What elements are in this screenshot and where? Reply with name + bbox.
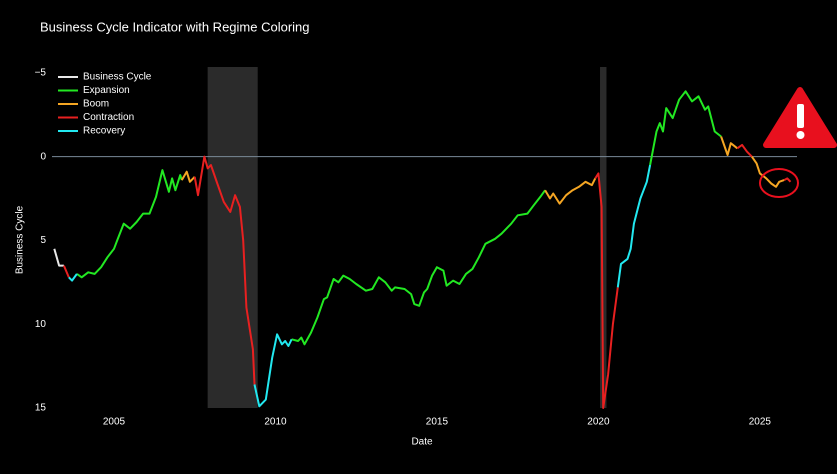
y-tick-label: 10 bbox=[35, 319, 47, 330]
series-line bbox=[53, 248, 64, 267]
warning-bar bbox=[797, 104, 804, 128]
y-tick-label: 0 bbox=[40, 151, 46, 162]
y-tick-label: 15 bbox=[35, 403, 47, 414]
shaded-region bbox=[600, 67, 607, 408]
x-axis-label: Date bbox=[411, 437, 433, 448]
legend-label: Recovery bbox=[83, 126, 125, 137]
warning-dot bbox=[796, 131, 805, 139]
legend-label: Expansion bbox=[83, 85, 130, 96]
legend-label: Contraction bbox=[83, 112, 134, 123]
x-tick-label: 2025 bbox=[749, 417, 772, 428]
x-tick-label: 2020 bbox=[587, 417, 610, 428]
series-line bbox=[68, 164, 652, 408]
legend-label: Business Cycle bbox=[83, 72, 152, 83]
legend-label: Boom bbox=[83, 99, 109, 110]
highlight-circle bbox=[759, 168, 799, 198]
chart-title: Business Cycle Indicator with Regime Col… bbox=[40, 19, 310, 34]
y-axis-label: Business Cycle bbox=[15, 205, 26, 274]
series-line bbox=[76, 90, 722, 346]
y-tick-label: −5 bbox=[35, 68, 47, 79]
warning-annotation bbox=[759, 87, 837, 198]
x-tick-label: 2015 bbox=[426, 417, 449, 428]
x-tick-label: 2005 bbox=[103, 417, 126, 428]
shaded-region bbox=[207, 67, 258, 408]
series-line bbox=[180, 136, 785, 205]
series-line bbox=[62, 143, 792, 409]
y-tick-label: 5 bbox=[40, 235, 46, 246]
x-tick-label: 2010 bbox=[264, 417, 287, 428]
legend: Business Cycle Expansion Boom Contraction Re… bbox=[58, 72, 152, 137]
